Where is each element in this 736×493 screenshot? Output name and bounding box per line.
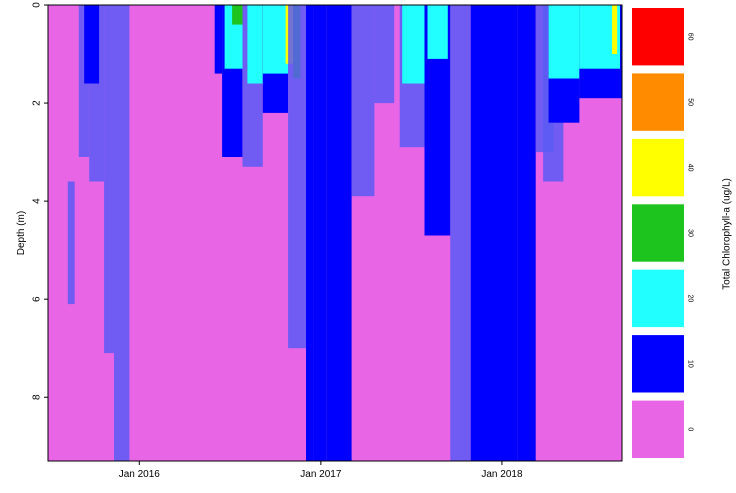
colorbar-swatch-0 (632, 400, 684, 458)
colorbar-label: 50 (687, 98, 694, 106)
heatmap-band-17 (306, 5, 314, 461)
y-tick-label: 6 (32, 296, 43, 302)
x-tick-label: Jan 2018 (481, 469, 523, 480)
y-tick-label: 8 (32, 394, 43, 400)
heatmap-band-4 (104, 5, 114, 354)
heatmap-band-5 (114, 5, 130, 461)
heatmap-band-28 (517, 5, 536, 461)
heatmap-band-9 (232, 5, 243, 25)
heatmap-band-25 (427, 5, 448, 59)
heatmap-band-3 (84, 5, 100, 84)
colorbar-swatch-40 (632, 138, 684, 197)
heatmap-band-19 (326, 5, 352, 461)
heatmap-band-35 (612, 5, 618, 54)
y-tick-label: 0 (32, 2, 43, 8)
heatmap-band-18 (313, 5, 327, 461)
axes: 0 2 4 6 8 Jan 2016 Jan 2017 Jan 2018 (32, 2, 623, 480)
colorbar-label: 40 (687, 164, 694, 172)
heatmap-band-16 (288, 5, 306, 349)
plot-area (48, 5, 622, 461)
y-axis-title: Depth (m) (16, 211, 27, 255)
heatmap-band-11 (247, 5, 263, 84)
x-tick-label: Jan 2017 (300, 469, 342, 480)
colorbar-label: 60 (687, 33, 694, 41)
heatmap-band-27 (470, 5, 518, 461)
y-tick-label: 2 (32, 100, 43, 106)
colorbar-swatch-30 (632, 204, 684, 262)
x-tick-label: Jan 2016 (119, 469, 161, 480)
colorbar-swatch-50 (632, 73, 684, 131)
heatmap-band-13 (262, 5, 289, 74)
heatmap-band-21 (374, 5, 395, 104)
heatmap-band-20 (351, 5, 375, 197)
heatmap-band-26 (450, 5, 471, 461)
colorbar-label: 0 (687, 427, 694, 431)
colorbar-label: 10 (687, 360, 694, 368)
colorbar-swatch-60 (632, 8, 684, 66)
colorbar-swatch-20 (632, 269, 684, 328)
heatmap-band-1 (78, 5, 90, 157)
colorbar-label: 30 (687, 229, 694, 237)
colorbar-title: Total Chlorophyll-a (ug/L) (722, 178, 733, 290)
colorbar-legend: 0 10 20 30 40 50 60 (632, 8, 694, 458)
colorbar-label: 20 (687, 295, 694, 303)
heatmap-band-6 (214, 5, 223, 74)
colorbar-swatch-10 (632, 335, 684, 393)
y-tick-label: 4 (32, 198, 43, 204)
plot-frame (47, 4, 623, 462)
heatmap-band-0 (67, 181, 75, 305)
